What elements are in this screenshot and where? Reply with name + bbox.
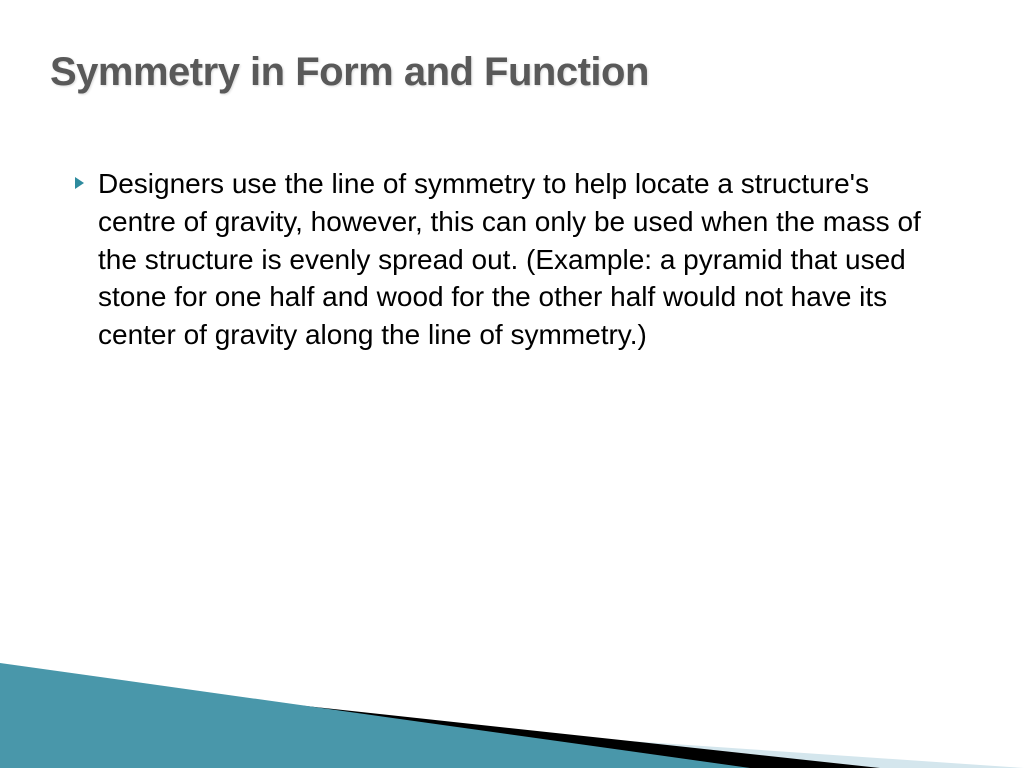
slide-content: Designers use the line of symmetry to he… xyxy=(75,165,949,354)
bullet-text: Designers use the line of symmetry to he… xyxy=(98,165,949,354)
slide-decoration xyxy=(0,648,1024,768)
decoration-triangle-teal xyxy=(0,663,750,768)
slide-title: Symmetry in Form and Function xyxy=(50,50,649,95)
bullet-item: Designers use the line of symmetry to he… xyxy=(75,165,949,354)
bullet-marker-icon xyxy=(75,177,84,189)
